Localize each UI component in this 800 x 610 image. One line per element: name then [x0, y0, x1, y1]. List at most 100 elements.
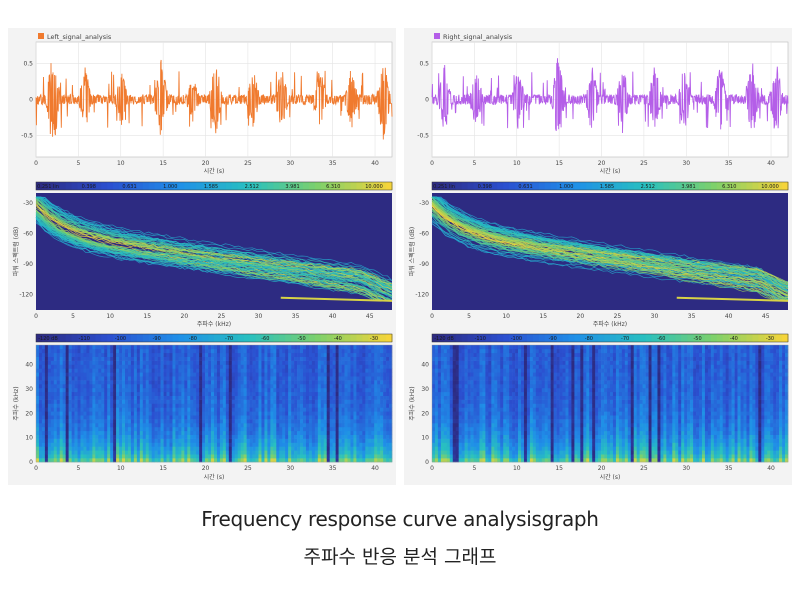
- spectrogram-cell: [467, 380, 471, 385]
- spectrogram-cell: [50, 372, 55, 377]
- spectrogram-cell: [276, 364, 280, 369]
- spectrogram-cell: [86, 438, 90, 443]
- spectrogram-cell: [485, 399, 489, 404]
- colorbar-cell: [461, 334, 469, 342]
- spectrogram-cell: [107, 450, 111, 455]
- spectrogram-cell: [494, 450, 498, 455]
- spectrogram-cell: [119, 360, 123, 365]
- colorbar-cell: [243, 334, 251, 342]
- spectrogram-cell: [243, 380, 247, 385]
- spectrogram-cell: [485, 454, 489, 459]
- spectrogram-cell: [488, 364, 492, 369]
- spectrogram-cell: [264, 348, 268, 354]
- spectrogram-cell: [74, 423, 78, 428]
- spectrogram-cell: [101, 434, 105, 439]
- spectrogram-cell: [44, 348, 49, 354]
- spectrogram-cell: [461, 419, 465, 424]
- spectrogram-cell: [56, 423, 61, 428]
- spectrogram-cell: [258, 438, 262, 443]
- colorbar-cell: [758, 182, 765, 190]
- colorbar-cell: [154, 182, 162, 190]
- spectrogram-cell: [320, 384, 325, 389]
- spectrogram-cell: [122, 407, 126, 412]
- spectrogram-cell: [151, 442, 155, 447]
- spectrogram-cell: [65, 407, 69, 412]
- spectrogram-cell: [169, 442, 173, 447]
- spectrogram-cell: [446, 442, 451, 447]
- colorbar-cell: [479, 334, 486, 342]
- spectrum-curve: [35, 196, 393, 291]
- spectrogram-cell: [434, 415, 439, 420]
- spectrogram-cell: [119, 458, 123, 463]
- spectrogram-cell: [377, 380, 381, 385]
- spectrogram-cell: [166, 356, 170, 361]
- spectrogram-cell: [443, 356, 448, 361]
- spectrogram-cell: [214, 415, 218, 420]
- spectrogram-cell: [249, 376, 253, 381]
- spectrogram-cell: [267, 368, 271, 373]
- spectrogram-cell: [62, 442, 66, 447]
- spectrogram-cell: [300, 372, 304, 377]
- spectrogram-cell: [300, 454, 304, 459]
- spectrogram-cell: [276, 415, 280, 420]
- x-tick-label: 20: [181, 313, 189, 320]
- spectrogram-cell: [359, 407, 363, 412]
- spectrogram-cell: [219, 407, 224, 412]
- spectrogram-cell: [464, 345, 468, 350]
- colorbar-cell: [332, 334, 340, 342]
- spectrogram-cell: [509, 387, 513, 393]
- spectrogram-cell: [178, 345, 182, 350]
- spectrogram-cell: [222, 438, 227, 443]
- spectrogram-cell: [71, 360, 75, 365]
- spectrogram-cell: [470, 399, 474, 404]
- x-tick-label: 35: [329, 465, 337, 472]
- spectrogram-cell: [187, 415, 191, 420]
- spectrogram-cell: [479, 415, 483, 420]
- spectrogram-cell: [205, 458, 209, 463]
- spectrogram-cell: [163, 415, 167, 420]
- spectrogram-cell: [41, 395, 46, 400]
- spectrogram-cell: [110, 345, 114, 350]
- spectrogram-cell: [65, 348, 69, 354]
- spectrogram-cell: [455, 380, 459, 385]
- spectrogram-cell: [59, 430, 63, 435]
- spectrogram-cell: [461, 395, 465, 400]
- spectrogram-cell: [443, 403, 448, 408]
- spectrogram-cell: [127, 438, 132, 443]
- spectrogram-cell: [157, 391, 161, 396]
- spectrogram-cell: [276, 450, 280, 455]
- spectrogram-cell: [264, 450, 268, 455]
- spectrogram-cell: [503, 411, 507, 416]
- x-tick-label: 25: [614, 313, 622, 320]
- spectrogram-cell: [74, 395, 78, 400]
- spectrogram-cell: [193, 458, 197, 463]
- spectrogram-cell: [59, 399, 63, 404]
- spectrogram-cell: [237, 376, 241, 381]
- colorbar-tick-label: 0.251 lin: [37, 184, 59, 190]
- spectrogram-cell: [368, 387, 372, 393]
- colorbar-cell: [368, 334, 375, 342]
- colorbar-cell: [704, 182, 712, 190]
- spectrogram-cell: [59, 454, 63, 459]
- spectrogram-cell: [264, 345, 268, 350]
- spectrogram-cell: [142, 399, 147, 404]
- spectrogram-cell: [386, 376, 390, 381]
- spectrogram-cell: [440, 415, 445, 420]
- spectrogram-cell: [368, 364, 372, 369]
- spectrogram-cell: [243, 387, 247, 393]
- spectrogram-cell: [151, 419, 155, 424]
- spectrogram-cell: [157, 442, 161, 447]
- spectrogram-cell: [163, 360, 167, 365]
- spectrum-curve: [35, 219, 393, 294]
- spectrogram-cell: [65, 442, 69, 447]
- spectrogram-cell: [145, 454, 150, 459]
- spectrogram-cell: [181, 391, 185, 396]
- spectrogram-cell: [437, 403, 442, 408]
- spectrogram-cell: [291, 426, 295, 432]
- spectrogram-cell: [116, 372, 120, 377]
- spectrogram-cell: [326, 352, 330, 357]
- spectrogram-cell: [74, 458, 78, 463]
- colorbar-cell: [473, 334, 480, 342]
- spectrogram-cell: [432, 426, 436, 432]
- spectrogram-cell: [133, 450, 138, 455]
